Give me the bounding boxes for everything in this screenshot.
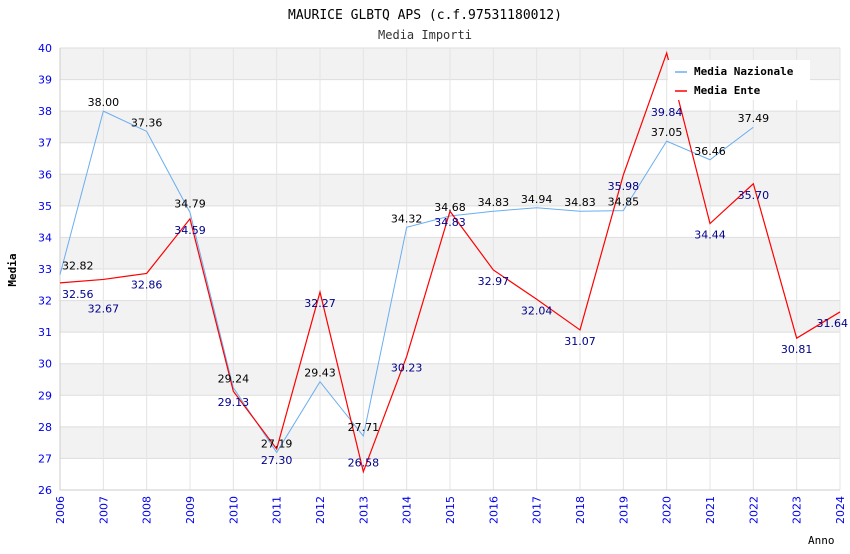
data-label-nazionale: 34.85 — [608, 196, 640, 209]
data-label-ente: 39.84 — [651, 106, 683, 119]
y-tick-label: 30 — [38, 358, 52, 371]
y-tick-label: 35 — [38, 200, 52, 213]
x-tick-label: 2021 — [704, 496, 717, 524]
data-label-nazionale: 38.00 — [88, 96, 120, 109]
x-tick-label: 2022 — [747, 496, 760, 524]
y-tick-label: 36 — [38, 168, 52, 181]
data-label-nazionale: 34.94 — [521, 193, 553, 206]
legend-label-ente: Media Ente — [694, 84, 761, 97]
x-tick-label: 2014 — [401, 496, 414, 524]
data-label-nazionale: 34.32 — [391, 212, 423, 225]
data-label-ente: 32.67 — [88, 302, 120, 315]
data-label-ente: 29.13 — [218, 396, 250, 409]
chart-subtitle: Media Importi — [378, 28, 472, 42]
data-label-ente: 35.98 — [608, 180, 640, 193]
data-label-nazionale: 34.68 — [434, 201, 466, 214]
data-label-ente: 34.83 — [434, 216, 466, 229]
legend: Media Nazionale Media Ente — [668, 60, 810, 100]
x-tick-label: 2019 — [617, 496, 630, 524]
data-label-nazionale: 37.49 — [738, 112, 770, 125]
x-tick-label: 2006 — [54, 496, 67, 524]
data-label-ente: 32.86 — [131, 278, 163, 291]
x-tick-label: 2008 — [141, 496, 154, 524]
y-axis-label: Media — [6, 253, 19, 286]
x-tick-label: 2010 — [227, 496, 240, 524]
data-label-nazionale: 34.83 — [564, 196, 596, 209]
y-tick-label: 38 — [38, 105, 52, 118]
x-tick-label: 2020 — [661, 496, 674, 524]
x-tick-label: 2011 — [271, 496, 284, 524]
series-line-nazionale — [59, 110, 754, 454]
y-tick-label: 40 — [38, 42, 52, 55]
y-tick-label: 37 — [38, 137, 52, 150]
data-label-ente: 27.30 — [261, 454, 293, 467]
x-tick-label: 2013 — [357, 496, 370, 524]
data-label-nazionale: 34.79 — [174, 197, 206, 210]
data-label-nazionale: 36.46 — [694, 145, 726, 158]
x-tick-label: 2024 — [834, 496, 847, 524]
data-label-ente: 32.27 — [304, 297, 336, 310]
y-tick-label: 27 — [38, 452, 52, 465]
data-label-ente: 32.56 — [62, 288, 94, 301]
data-label-ente: 30.23 — [391, 361, 423, 374]
y-tick-label: 26 — [38, 484, 52, 497]
y-tick-label: 29 — [38, 389, 52, 402]
y-tick-label: 28 — [38, 421, 52, 434]
data-label-ente: 32.04 — [521, 304, 553, 317]
data-label-ente: 34.59 — [174, 224, 206, 237]
y-tick-label: 31 — [38, 326, 52, 339]
x-tick-label: 2023 — [791, 496, 804, 524]
data-label-nazionale: 37.36 — [131, 116, 163, 129]
x-tick-label: 2007 — [97, 496, 110, 524]
data-label-nazionale: 37.05 — [651, 126, 683, 139]
data-label-ente: 30.81 — [781, 343, 813, 356]
data-label-nazionale: 27.71 — [348, 421, 380, 434]
data-label-ente: 32.97 — [478, 275, 510, 288]
chart-title: MAURICE GLBTQ APS (c.f.97531180012) — [288, 8, 562, 23]
data-label-nazionale: 32.82 — [62, 260, 94, 273]
legend-box — [668, 60, 810, 100]
data-label-ente: 31.07 — [564, 335, 596, 348]
x-tick-label: 2018 — [574, 496, 587, 524]
data-label-nazionale: 27.19 — [261, 437, 293, 450]
x-tick-label: 2015 — [444, 496, 457, 524]
data-label-ente: 31.64 — [817, 317, 849, 330]
x-tick-label: 2012 — [314, 496, 327, 524]
legend-label-nazionale: Media Nazionale — [694, 65, 794, 78]
data-label-nazionale: 29.43 — [304, 367, 336, 380]
x-tick-label: 2016 — [487, 496, 500, 524]
x-axis-label: Anno — [808, 534, 835, 547]
x-tick-label: 2009 — [184, 496, 197, 524]
data-label-nazionale: 29.24 — [218, 373, 250, 386]
y-tick-label: 39 — [38, 74, 52, 87]
series-line-ente — [59, 50, 841, 474]
data-label-nazionale: 34.83 — [478, 196, 510, 209]
data-label-ente: 34.44 — [694, 229, 726, 242]
y-tick-label: 34 — [38, 231, 52, 244]
data-label-ente: 35.70 — [738, 189, 770, 202]
data-label-ente: 26.58 — [348, 457, 380, 470]
x-tick-label: 2017 — [531, 496, 544, 524]
y-tick-label: 33 — [38, 263, 52, 276]
y-tick-label: 32 — [38, 295, 52, 308]
